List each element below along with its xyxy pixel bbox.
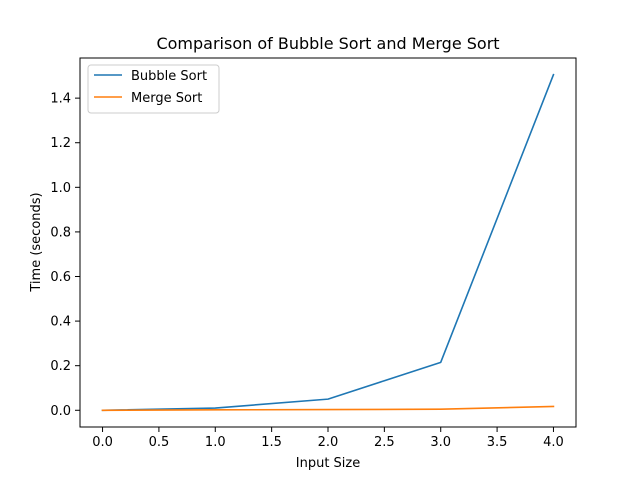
y-tick-label: 1.2 xyxy=(50,136,71,151)
x-tick-label: 2.5 xyxy=(374,435,395,450)
legend-label: Merge Sort xyxy=(131,91,202,106)
x-tick-label: 0.0 xyxy=(92,435,113,450)
x-tick-label: 3.0 xyxy=(430,435,451,450)
legend-box xyxy=(87,64,220,114)
x-axis-label: Input Size xyxy=(296,456,360,471)
x-tick-label: 1.0 xyxy=(205,435,226,450)
series-line-bubble-sort xyxy=(101,73,555,412)
x-axis: 0.0 0.5 1.0 1.5 2.0 2.5 3.0 3.5 4.0 xyxy=(92,427,564,450)
y-tick-label: 0.0 xyxy=(50,404,71,419)
y-tick-label: 0.8 xyxy=(50,225,71,240)
y-tick-label: 1.0 xyxy=(50,181,71,196)
x-tick-label: 2.0 xyxy=(318,435,339,450)
series-line-merge-sort xyxy=(101,405,555,412)
chart-title: Comparison of Bubble Sort and Merge Sort xyxy=(156,34,499,53)
legend-label: Bubble Sort xyxy=(131,69,207,84)
x-tick-label: 0.5 xyxy=(149,435,170,450)
legend: Bubble Sort Merge Sort xyxy=(87,64,220,114)
y-axis: 0.0 0.2 0.4 0.6 0.8 1.0 1.2 1.4 xyxy=(50,92,80,419)
x-tick-label: 3.5 xyxy=(487,435,508,450)
x-tick-label: 1.5 xyxy=(261,435,282,450)
y-axis-label: Time (seconds) xyxy=(29,192,44,292)
x-tick-label: 4.0 xyxy=(543,435,564,450)
y-tick-label: 1.4 xyxy=(50,92,71,107)
series-lines xyxy=(101,73,555,412)
y-tick-label: 0.2 xyxy=(50,359,71,374)
y-tick-label: 0.6 xyxy=(50,270,71,285)
y-tick-label: 0.4 xyxy=(50,315,71,330)
